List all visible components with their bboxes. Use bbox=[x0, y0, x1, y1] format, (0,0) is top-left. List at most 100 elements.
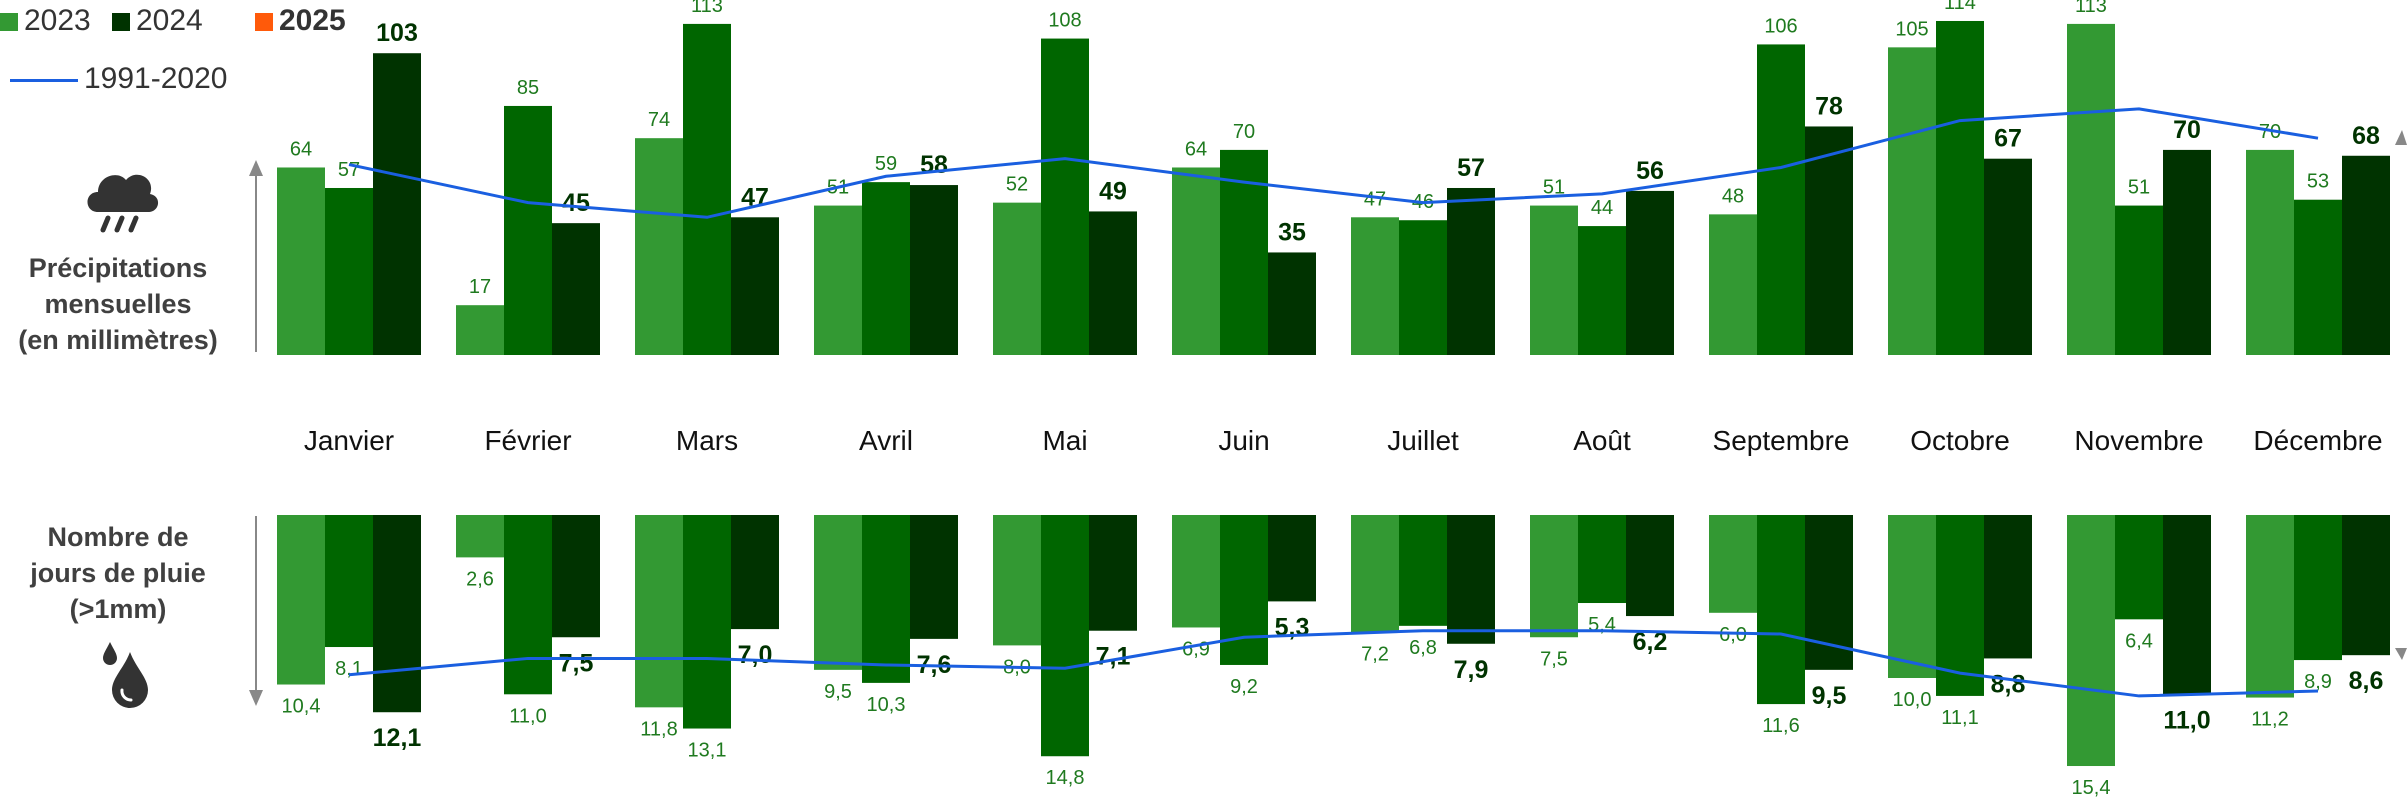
precip-data-label: 44 bbox=[1591, 197, 1613, 219]
precip-bar bbox=[2342, 155, 2390, 355]
precip-bar bbox=[1805, 126, 1853, 356]
precip-data-label: 17 bbox=[469, 276, 491, 298]
precip-data-label: 70 bbox=[2173, 116, 2201, 144]
precip-data-label: 70 bbox=[2259, 121, 2281, 143]
days-bar bbox=[1626, 515, 1674, 617]
precip-data-label: 85 bbox=[517, 77, 539, 99]
days-bar bbox=[1936, 515, 1984, 696]
precip-data-label: 64 bbox=[290, 138, 312, 160]
days-data-label: 8,6 bbox=[2349, 667, 2384, 695]
month-label: Juillet bbox=[1387, 425, 1459, 456]
days-bar bbox=[2246, 515, 2294, 698]
days-data-label: 6,0 bbox=[1719, 624, 1747, 646]
precip-data-label: 108 bbox=[1048, 10, 1081, 32]
precip-data-label: 48 bbox=[1722, 185, 1744, 207]
legend-label-2023: 2023 bbox=[24, 4, 91, 37]
days-bar bbox=[993, 515, 1041, 646]
legend-line-swatch bbox=[10, 78, 78, 82]
precip-bar bbox=[1709, 214, 1757, 355]
precip-bar bbox=[1447, 187, 1495, 355]
precip-data-label: 52 bbox=[1006, 174, 1028, 196]
days-axis-arrowhead bbox=[249, 690, 263, 706]
days-data-label: 7,5 bbox=[559, 649, 594, 677]
precip-data-label: 105 bbox=[1895, 18, 1928, 40]
precip-bar bbox=[635, 138, 683, 355]
precip-data-label: 70 bbox=[1233, 121, 1255, 143]
precip-side-label: Précipitations mensuelles (en millimètre… bbox=[0, 250, 236, 358]
month-label: Août bbox=[1573, 425, 1631, 456]
precip-data-label: 68 bbox=[2352, 122, 2380, 150]
precip-bar bbox=[814, 205, 862, 355]
days-label-line-1: Nombre de bbox=[47, 522, 189, 552]
precip-data-label: 103 bbox=[376, 19, 418, 47]
days-bar bbox=[1351, 515, 1399, 633]
precip-bar bbox=[277, 167, 325, 355]
days-bar bbox=[814, 515, 862, 670]
legend-normal: 1991-2020 bbox=[10, 62, 227, 96]
precip-data-label: 49 bbox=[1099, 177, 1127, 205]
precip-bar bbox=[1936, 20, 1984, 355]
days-bar bbox=[2115, 515, 2163, 620]
days-data-label: 15,4 bbox=[2072, 777, 2111, 799]
month-label: Mai bbox=[1042, 425, 1087, 456]
days-label-line-2: jours de pluie bbox=[30, 558, 206, 588]
precip-bar bbox=[373, 53, 421, 356]
month-label: Septembre bbox=[1713, 425, 1850, 456]
precip-data-label: 57 bbox=[338, 159, 360, 181]
days-bar bbox=[2067, 515, 2115, 767]
month-label: Février bbox=[484, 425, 571, 456]
days-data-label: 10,3 bbox=[867, 694, 906, 716]
precip-data-label: 45 bbox=[562, 189, 590, 217]
legend-swatch-2024 bbox=[112, 13, 130, 32]
days-bar bbox=[504, 515, 552, 695]
precip-bar bbox=[1399, 220, 1447, 355]
precip-bar bbox=[1984, 158, 2032, 355]
precip-bar bbox=[325, 187, 373, 355]
days-bar bbox=[1220, 515, 1268, 665]
days-bar bbox=[2163, 515, 2211, 695]
days-data-label: 7,9 bbox=[1454, 656, 1489, 684]
legend-label-2025: 2025 bbox=[279, 4, 346, 37]
precip-data-label: 47 bbox=[1364, 188, 1386, 210]
precip-data-label: 57 bbox=[1457, 154, 1485, 182]
precip-data-label: 51 bbox=[1543, 177, 1565, 199]
days-data-label: 11,0 bbox=[2163, 706, 2210, 734]
precip-bar bbox=[2115, 205, 2163, 355]
precip-bar bbox=[1268, 252, 1316, 355]
days-data-label: 8,9 bbox=[2304, 671, 2332, 693]
precip-bar bbox=[910, 185, 958, 355]
precip-bar bbox=[1041, 38, 1089, 356]
precip-bar bbox=[1578, 226, 1626, 355]
days-bar bbox=[2342, 515, 2390, 656]
legend-2024: 2024 bbox=[112, 4, 203, 38]
precip-bar bbox=[552, 223, 600, 355]
legend-2025: 2025 bbox=[255, 4, 346, 38]
days-bar bbox=[552, 515, 600, 638]
precip-label-line-1: Précipitations bbox=[28, 253, 208, 283]
days-data-label: 11,2 bbox=[2251, 709, 2288, 731]
precip-bar bbox=[1888, 47, 1936, 355]
days-bar bbox=[1984, 515, 2032, 659]
days-bar bbox=[635, 515, 683, 708]
days-bar bbox=[1757, 515, 1805, 705]
days-normal-line bbox=[348, 629, 2319, 698]
days-bar bbox=[277, 515, 325, 685]
days-data-label: 6,9 bbox=[1182, 638, 1210, 660]
month-label: Janvier bbox=[304, 425, 394, 456]
days-data-label: 6,8 bbox=[1409, 637, 1437, 659]
precip-data-label: 59 bbox=[875, 153, 897, 175]
precip-bar bbox=[456, 305, 504, 355]
precip-bar bbox=[2163, 149, 2211, 355]
days-bar bbox=[325, 515, 373, 648]
precip-data-label: 56 bbox=[1636, 157, 1664, 185]
days-data-label: 10,0 bbox=[1893, 689, 1932, 711]
month-label: Décembre bbox=[2253, 425, 2382, 456]
days-data-label: 11,0 bbox=[509, 705, 546, 727]
days-bar bbox=[373, 515, 421, 713]
days-bar bbox=[1530, 515, 1578, 638]
month-label: Juin bbox=[1218, 425, 1269, 456]
days-bar bbox=[1447, 515, 1495, 644]
precip-data-label: 58 bbox=[920, 151, 948, 179]
days-data-label: 12,1 bbox=[373, 724, 422, 752]
